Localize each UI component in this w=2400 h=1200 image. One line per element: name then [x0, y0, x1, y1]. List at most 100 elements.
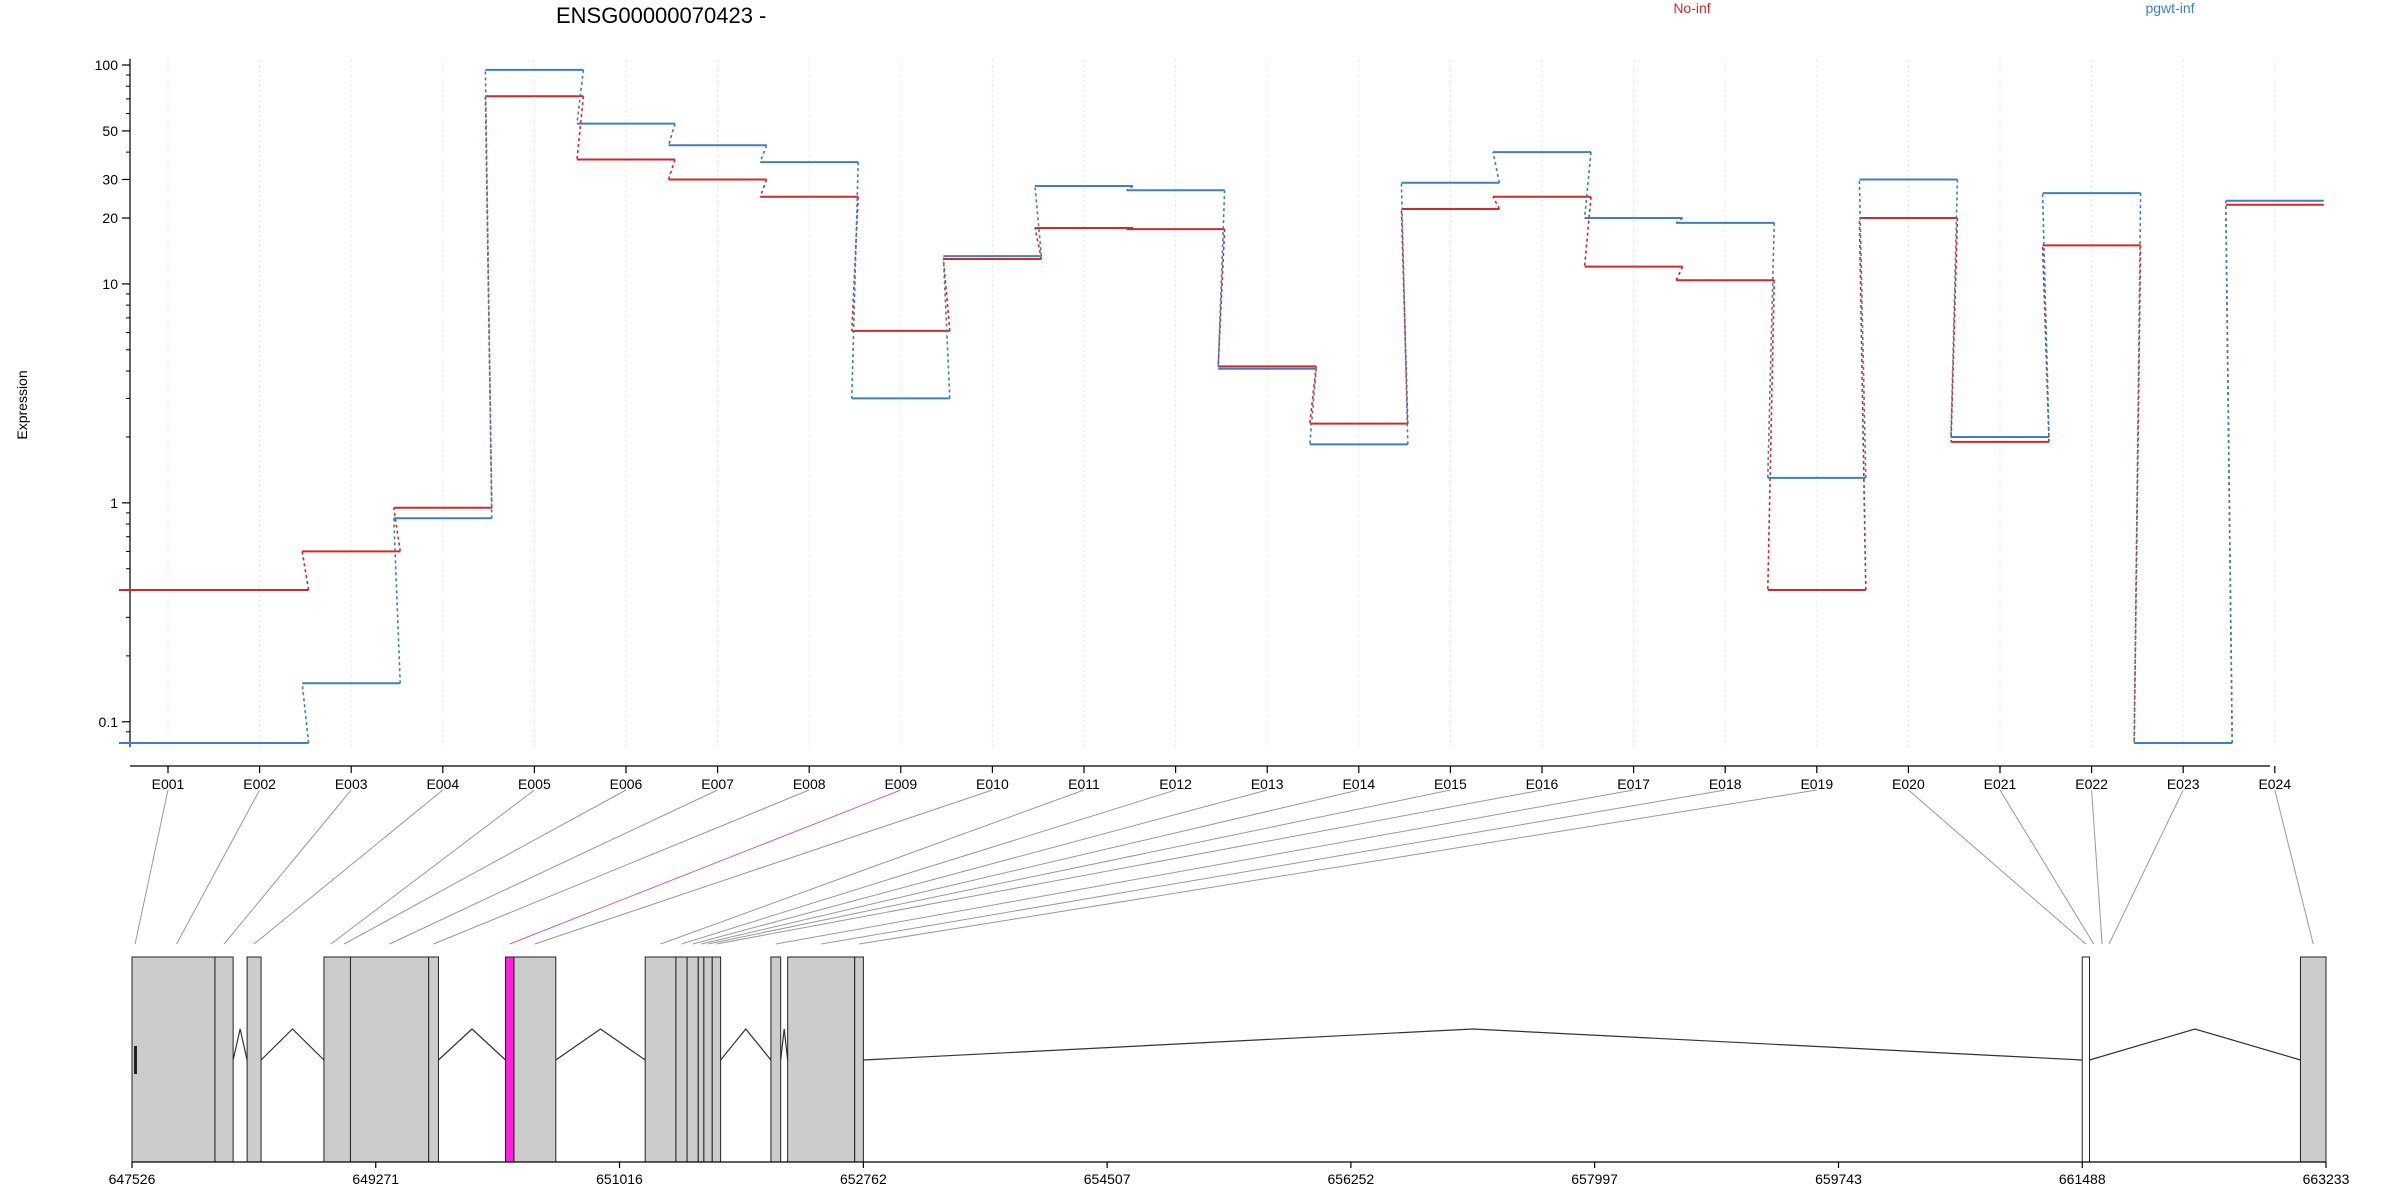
connector-E023 [2108, 789, 2184, 945]
connector-E001 [134, 789, 169, 945]
x-tick-label-E017: E017 [1617, 776, 1650, 792]
intron-line [555, 1028, 646, 1061]
x-tick-label-E001: E001 [152, 776, 185, 792]
series-connector [1583, 152, 1592, 219]
intron-line [260, 1028, 325, 1061]
connector-E005 [330, 789, 535, 945]
connector-E007 [389, 789, 718, 945]
chart-title: ENSG00000070423 - [556, 3, 766, 28]
x-tick-label-E009: E009 [884, 776, 917, 792]
series-pgwt-inf [119, 68, 2324, 744]
x-tick-label-E010: E010 [976, 776, 1009, 792]
series-connector [1217, 190, 1226, 369]
genomic-tick-label: 663233 [2303, 1171, 2350, 1187]
exon-block [686, 956, 699, 1163]
x-tick-label-E020: E020 [1892, 776, 1925, 792]
exon-block [854, 956, 864, 1163]
series-connector [942, 256, 951, 399]
connector-E015 [707, 789, 1451, 945]
connector-E011 [660, 789, 1085, 945]
connector-E004 [253, 789, 444, 945]
x-tick-label-E007: E007 [701, 776, 734, 792]
connector-E003 [223, 789, 352, 945]
exon-connector-lines [134, 789, 2314, 945]
exon-block [2299, 956, 2327, 1163]
x-tick-label-E024: E024 [2258, 776, 2291, 792]
series-connector [2041, 245, 2050, 442]
y-tick-label: 50 [102, 123, 118, 139]
exon-block [349, 956, 430, 1163]
exon-block [131, 956, 216, 1163]
connector-E018 [821, 789, 1726, 945]
legend-no-inf: No-inf [1673, 0, 1710, 16]
intron-line [780, 1028, 789, 1061]
genomic-tick-label: 659743 [1815, 1171, 1862, 1187]
series-connector [1858, 179, 1867, 478]
x-tick-label-E022: E022 [2075, 776, 2108, 792]
series-connector [1767, 222, 1775, 478]
x-tick-label-E003: E003 [335, 776, 368, 792]
exon-block [246, 956, 262, 1163]
genomic-tick-label: 652762 [840, 1171, 887, 1187]
series-connector [1217, 229, 1226, 367]
x-tick-label-E006: E006 [610, 776, 643, 792]
series-connector [1492, 151, 1501, 183]
connector-E008 [433, 789, 810, 945]
connector-E006 [343, 789, 627, 945]
series-connector [1400, 182, 1409, 445]
x-tick-label-E002: E002 [243, 776, 276, 792]
series-lines [119, 68, 2324, 744]
connector-E020 [1908, 789, 2087, 945]
x-tick-label-E015: E015 [1434, 776, 1467, 792]
series-connector [667, 123, 676, 146]
x-tick-label-E005: E005 [518, 776, 551, 792]
exon-block [2081, 956, 2091, 1163]
x-tick-label-E011: E011 [1068, 776, 1100, 792]
genomic-tick-label: 651016 [596, 1171, 643, 1187]
x-tick-label-E016: E016 [1526, 776, 1559, 792]
x-axis-exons: E001 E002 E003 E004 E005 E006 E007 E008 E009 E010… [130, 765, 2291, 792]
intron-line [863, 1028, 2083, 1061]
series-connector [759, 144, 768, 163]
series-connector [1309, 366, 1317, 424]
exon-start-marker [134, 1046, 137, 1074]
y-tick-label: 100 [95, 57, 119, 73]
connector-E017 [775, 789, 1634, 945]
intron-line [438, 1028, 506, 1061]
gene-model [131, 956, 2327, 1163]
series-connector [1675, 266, 1684, 281]
connector-E010 [534, 789, 993, 945]
series-connector [1858, 218, 1867, 590]
exon-block [770, 956, 782, 1163]
series-connector [1492, 196, 1501, 210]
genomic-tick-label: 656252 [1328, 1171, 1375, 1187]
connector-E019 [858, 789, 1817, 945]
connector-E022 [2091, 789, 2103, 945]
x-tick-label-E021: E021 [1984, 776, 2017, 792]
series-connector [2225, 200, 2233, 744]
exon-block [697, 956, 705, 1163]
series-connector [1767, 280, 1775, 590]
y-axis-label: Expression [14, 370, 30, 439]
genomic-position-axis: 647526 649271 651016 652762 654507 656252 6579… [109, 1161, 2350, 1187]
connector-E016 [716, 789, 1543, 945]
vertical-grid [167, 60, 2276, 748]
series-connector [484, 69, 493, 519]
intron-line [2089, 1028, 2301, 1061]
y-tick-label: 0.1 [99, 714, 119, 730]
connector-E009 [509, 789, 901, 945]
exon-block [214, 956, 234, 1163]
series-connector [301, 683, 310, 744]
y-tick-label: 1 [110, 495, 118, 511]
x-tick-label-E019: E019 [1800, 776, 1833, 792]
exon-block [675, 956, 688, 1163]
exon-block [644, 956, 677, 1163]
exon-block [787, 956, 856, 1163]
connector-E002 [176, 789, 261, 945]
connector-E021 [1999, 789, 2095, 945]
series-connector [576, 96, 585, 160]
exon-highlight-E009 [505, 956, 515, 1163]
series-connector [1309, 368, 1317, 445]
connector-E024 [2274, 789, 2314, 945]
